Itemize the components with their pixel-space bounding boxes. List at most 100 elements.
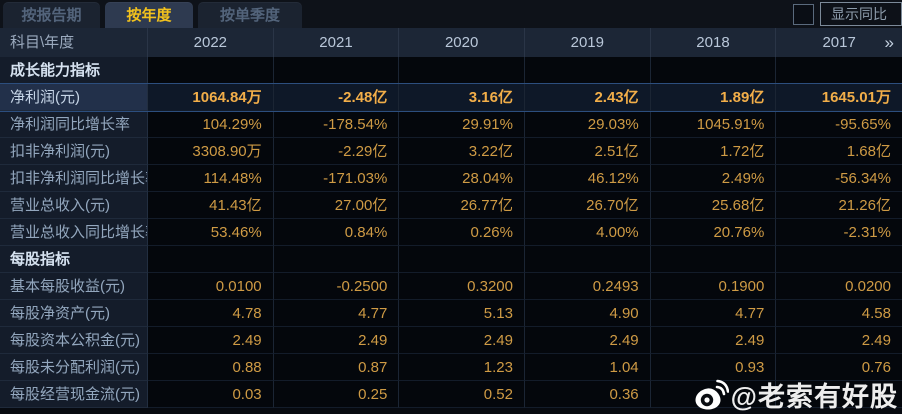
year-header-2020: 2020	[399, 28, 525, 57]
value-cell: 4.58	[776, 300, 902, 327]
value-cell: 1045.91%	[650, 111, 777, 138]
value-cell: 46.12%	[524, 165, 651, 192]
value-cell: 1064.84万	[148, 84, 274, 111]
value-cell: 1645.01万	[776, 84, 902, 111]
year-header-2017: 2017	[822, 34, 856, 51]
table-body: 成长能力指标 净利润(元) 1064.84万 -2.48亿 3.16亿 2.43亿 1.89…	[0, 57, 902, 408]
table-row[interactable]: 净利润(元) 1064.84万 -2.48亿 3.16亿 2.43亿 1.89亿 1645.…	[0, 84, 902, 111]
value-cell: 1.23	[399, 354, 525, 381]
value-cell: 104.29%	[148, 111, 274, 138]
value-cell: 25.68亿	[650, 192, 777, 219]
watermark-text: @老索有好股	[730, 382, 898, 412]
value-cell: 4.90	[524, 300, 651, 327]
value-cell: 0.1900	[650, 273, 777, 300]
row-label: 每股净资产(元)	[0, 300, 148, 327]
row-label: 净利润同比增长率	[0, 111, 148, 138]
value-cell: 0.87	[273, 354, 400, 381]
table-row[interactable]: 净利润同比增长率 104.29% -178.54% 29.91% 29.03% 1045.…	[0, 111, 902, 138]
value-cell: 28.04%	[399, 165, 525, 192]
weibo-icon	[695, 379, 729, 409]
empty-cell	[776, 57, 902, 84]
value-cell: 3308.90万	[148, 138, 274, 165]
table-row[interactable]: 每股净资产(元) 4.78 4.77 5.13 4.90 4.77 4.58	[0, 300, 902, 327]
year-header-2022: 2022	[148, 28, 274, 57]
value-cell: 1.68亿	[776, 138, 902, 165]
value-cell: 4.78	[148, 300, 274, 327]
value-cell: 1.04	[524, 354, 651, 381]
empty-cell	[399, 246, 525, 273]
value-cell: 114.48%	[148, 165, 274, 192]
table-row[interactable]: 每股资本公积金(元) 2.49 2.49 2.49 2.49 2.49 2.49	[0, 327, 902, 354]
value-cell: 0.3200	[399, 273, 525, 300]
empty-cell	[148, 57, 274, 84]
table-row[interactable]: 基本每股收益(元) 0.0100 -0.2500 0.3200 0.2493 0.1900…	[0, 273, 902, 300]
year-header-2018: 2018	[651, 28, 777, 57]
section-header-row: 每股指标	[0, 246, 902, 273]
section-title: 成长能力指标	[0, 57, 148, 84]
row-label: 扣非净利润(元)	[0, 138, 148, 165]
table-header-row: 科目\年度 2022 2021 2020 2019 2018 2017	[0, 28, 902, 57]
value-cell: 1.72亿	[650, 138, 777, 165]
value-cell: 1.89亿	[650, 84, 777, 111]
value-cell: 41.43亿	[148, 192, 274, 219]
value-cell: -2.31%	[776, 219, 902, 246]
year-header-2019: 2019	[525, 28, 651, 57]
table-row[interactable]: 每股经营现金流(元) 0.03 0.25 0.52 0.36	[0, 381, 902, 408]
more-years-arrow[interactable]: »	[884, 33, 894, 52]
empty-cell	[650, 246, 777, 273]
value-cell: 2.51亿	[524, 138, 651, 165]
value-cell: 0.52	[399, 381, 525, 408]
value-cell: 29.91%	[399, 111, 525, 138]
table-row[interactable]: 扣非净利润同比增长率 114.48% -171.03% 28.04% 46.12% 2.4…	[0, 165, 902, 192]
value-cell: 0.2493	[524, 273, 651, 300]
empty-cell	[650, 57, 777, 84]
value-cell: 0.03	[148, 381, 274, 408]
tab-by-report-period[interactable]: 按报告期	[3, 2, 100, 28]
value-cell: 2.49	[776, 327, 902, 354]
row-label: 每股资本公积金(元)	[0, 327, 148, 354]
table-row[interactable]: 营业总收入(元) 41.43亿 27.00亿 26.77亿 26.70亿 25.68亿 21…	[0, 192, 902, 219]
value-cell: 0.84%	[273, 219, 400, 246]
value-cell: 4.77	[273, 300, 400, 327]
row-label: 净利润(元)	[0, 84, 148, 111]
row-label: 扣非净利润同比增长率	[0, 165, 148, 192]
show-yoy-button[interactable]: 显示同比	[820, 2, 902, 26]
value-cell: 2.49	[650, 327, 777, 354]
value-cell: 2.49%	[650, 165, 777, 192]
value-cell: 2.43亿	[524, 84, 651, 111]
year-header-2021: 2021	[274, 28, 400, 57]
value-cell: -0.2500	[273, 273, 400, 300]
value-cell: 21.26亿	[776, 192, 902, 219]
row-label: 每股经营现金流(元)	[0, 381, 148, 408]
value-cell: -178.54%	[273, 111, 400, 138]
value-cell: 26.70亿	[524, 192, 651, 219]
table-row[interactable]: 扣非净利润(元) 3308.90万 -2.29亿 3.22亿 2.51亿 1.72亿 1.6…	[0, 138, 902, 165]
empty-cell	[776, 246, 902, 273]
value-cell: 0.76	[776, 354, 902, 381]
show-yoy-checkbox[interactable]	[793, 3, 814, 25]
table-row[interactable]: 营业总收入同比增长率 53.46% 0.84% 0.26% 4.00% 20.76% -2.…	[0, 219, 902, 246]
value-cell: 0.0100	[148, 273, 274, 300]
value-cell	[776, 381, 902, 408]
empty-cell	[273, 57, 400, 84]
table-row[interactable]: 每股未分配利润(元) 0.88 0.87 1.23 1.04 0.93 0.76	[0, 354, 902, 381]
row-label: 基本每股收益(元)	[0, 273, 148, 300]
value-cell: -171.03%	[273, 165, 400, 192]
value-cell: -95.65%	[776, 111, 902, 138]
watermark: @老索有好股	[693, 375, 898, 414]
value-cell: 3.16亿	[399, 84, 525, 111]
value-cell: 0.93	[650, 354, 777, 381]
tab-by-quarter[interactable]: 按单季度	[198, 2, 302, 28]
value-cell: -2.29亿	[273, 138, 400, 165]
section-title: 每股指标	[0, 246, 148, 273]
value-cell: 2.49	[399, 327, 525, 354]
period-tabbar: 按报告期 按年度 按单季度 显示同比	[0, 0, 902, 28]
empty-cell	[524, 57, 651, 84]
tab-by-year[interactable]: 按年度	[105, 2, 193, 28]
value-cell: 4.77	[650, 300, 777, 327]
value-cell: 29.03%	[524, 111, 651, 138]
value-cell: 3.22亿	[399, 138, 525, 165]
value-cell: 27.00亿	[273, 192, 400, 219]
empty-cell	[273, 246, 400, 273]
value-cell: 20.76%	[650, 219, 777, 246]
